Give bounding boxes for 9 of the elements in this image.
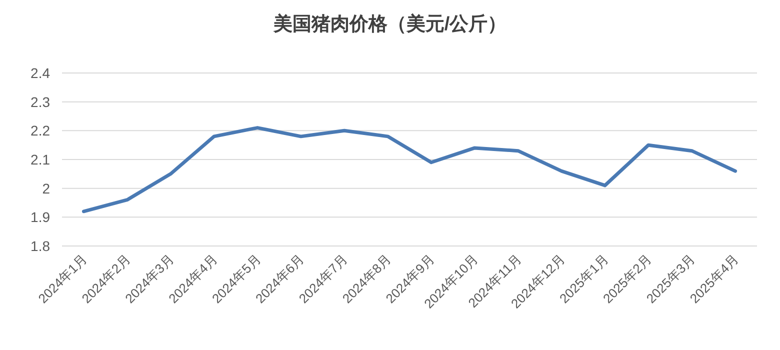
y-tick-label: 1.9 [30,209,50,226]
y-tick-label: 2.4 [30,65,50,81]
chart-title: 美国猪肉价格（美元/公斤） [272,13,507,35]
y-tick-label: 2.2 [30,122,50,139]
line-series [82,126,738,214]
y-tick-label: 2 [42,180,50,196]
y-tick-label: 2.3 [30,94,50,110]
y-tick-label: 1.8 [30,238,50,254]
y-tick-label: 2.1 [30,152,50,168]
